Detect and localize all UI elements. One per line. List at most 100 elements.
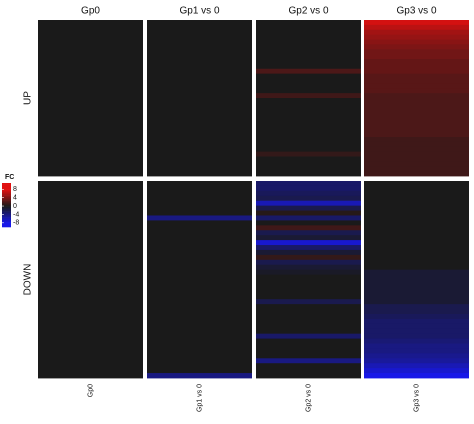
heat-cell [256,59,361,65]
heat-cell [364,141,469,148]
heat-cell [256,190,361,197]
colorbar-segment [2,206,11,208]
heat-cell [364,368,469,374]
colorbar-segment [2,194,11,196]
heat-cell [147,156,252,162]
heat-cell [256,284,361,290]
heat-cell [364,304,469,310]
heat-cell [364,107,469,114]
colorbar-segment [2,186,11,188]
heat-cell [38,368,143,374]
colorbar-segment [2,218,11,220]
heat-cell [256,353,361,359]
heat-cell [38,49,143,55]
heat-cell [364,313,469,320]
heat-cell [364,210,469,216]
heat-cell [38,363,143,369]
heat-cell [38,215,143,221]
heat-cell [364,254,469,261]
heat-cell [38,264,143,271]
heat-cell [256,54,361,60]
heat-cell [38,289,143,295]
heat-cell [147,20,252,26]
colorbar-segment [2,225,11,228]
heat-cell [147,373,252,379]
heat-cell [147,117,252,123]
x-tick-label: Gp3 vs 0 [413,384,420,412]
colorbar-segment [2,209,11,211]
heat-cell [147,215,252,221]
heat-cell [256,368,361,374]
heat-cell [38,137,143,143]
heat-cell [38,225,143,231]
heat-cell [147,313,252,320]
heat-cell [38,299,143,305]
column-header: Gp0 [81,6,100,17]
colorbar-segment [2,210,11,212]
heat-cell [147,146,252,153]
heat-cell [147,171,252,177]
heat-cell [38,107,143,114]
heat-cell [256,181,361,187]
heat-cell [256,151,361,157]
heat-cell [256,323,361,330]
heat-cell [38,235,143,241]
x-tick-label: Gp1 vs 0 [196,384,203,412]
heat-cell [147,304,252,310]
heat-cell [364,318,469,325]
heat-cell [38,102,143,109]
colorbar-tick-label: 0 [13,203,17,210]
heat-cell [38,93,143,99]
heat-cell [364,98,469,104]
heat-cell [256,333,361,339]
heat-cell [147,195,252,202]
heat-cell [364,274,469,280]
heat-cell [364,44,469,50]
heat-cell [147,358,252,364]
row-label: DOWN [23,264,34,296]
heat-cell [38,151,143,157]
heat-cell [256,254,361,261]
colorbar-segment [2,224,11,227]
colorbar-segment [2,190,11,193]
heat-cell [364,333,469,339]
heat-cell [38,44,143,50]
heat-cell [256,338,361,344]
heat-cell [364,54,469,60]
colorbar-segment [2,222,11,224]
heat-cell [147,309,252,315]
heat-cell [147,289,252,295]
heat-cell [147,141,252,148]
heat-cell [256,309,361,315]
heat-cell [147,200,252,207]
heat-cell [364,132,469,138]
heat-cell [364,338,469,344]
heat-cell [364,39,469,45]
heat-cell [256,73,361,79]
heat-cell [38,68,143,75]
colorbar-segment [2,219,11,221]
heat-cell [147,363,252,369]
heat-cell [256,88,361,94]
heat-cell [364,63,469,70]
heat-cell [364,235,469,241]
x-tick-label: Gp0 [87,384,94,397]
heat-cell [38,78,143,84]
heat-cell [147,205,252,211]
heat-cell [256,127,361,133]
heat-cell [364,73,469,79]
heat-cell [364,225,469,231]
heat-cell [38,240,143,246]
heat-cell [38,230,143,236]
heat-cell [364,269,469,275]
heat-cell [256,34,361,40]
heat-cell [147,269,252,275]
heat-cell [364,190,469,197]
heat-cell [38,205,143,211]
colorbar-tick-label: -8 [13,220,19,227]
heat-cell [364,353,469,359]
heat-cell [38,309,143,315]
heat-cell [256,68,361,75]
heat-cell [364,122,469,128]
column-header: Gp1 vs 0 [179,6,219,17]
